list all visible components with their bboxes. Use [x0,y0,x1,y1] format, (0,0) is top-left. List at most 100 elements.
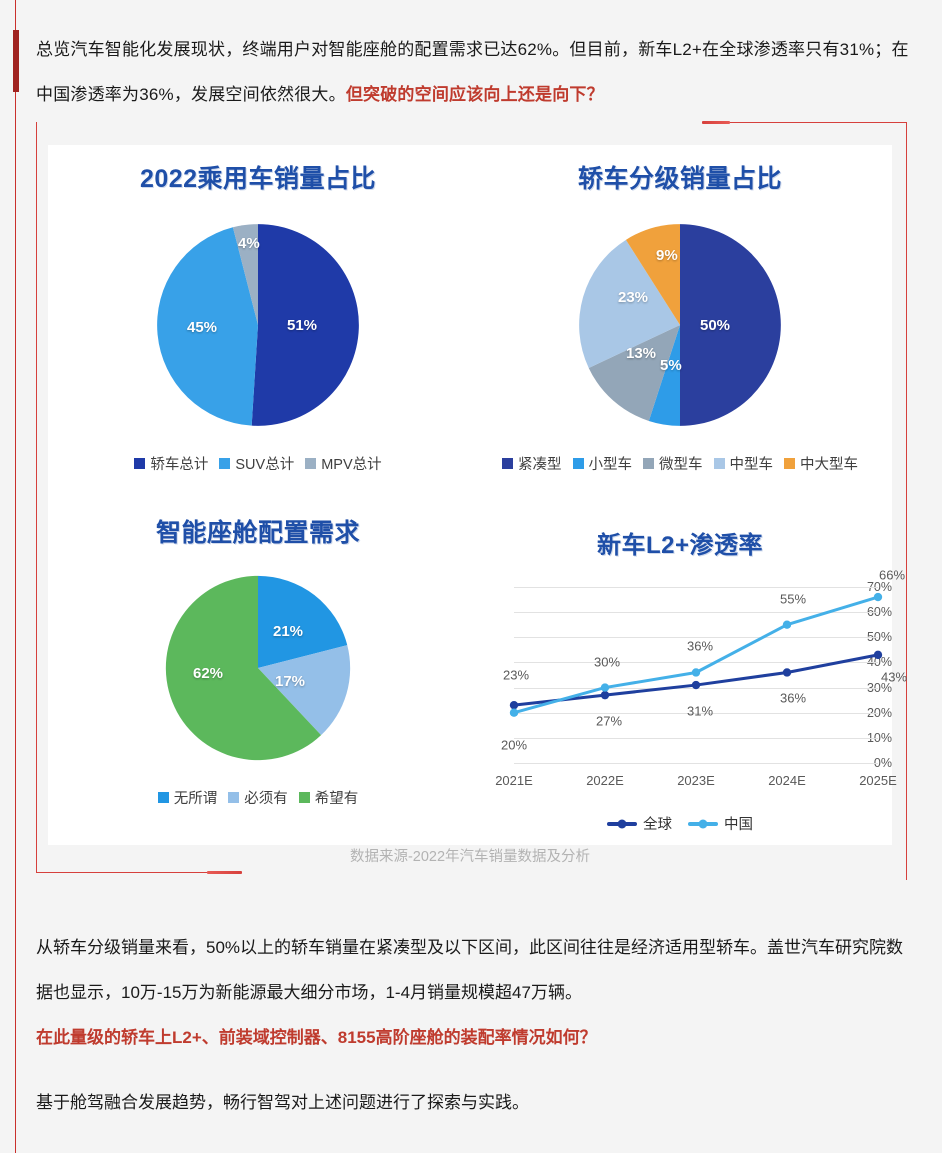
pie-slice [232,224,258,325]
pie-slice [680,224,781,426]
source-caption: 数据来源-2022年汽车销量数据及分析 [349,849,591,865]
series-marker [691,668,701,677]
chart-passenger-vehicle-share: 2022乘用车销量占比 51% 45% 4% 轿车总计 SUV总计 MPV总计 [48,159,468,499]
chart-title: 新车L2+渗透率 [596,532,764,559]
intro-highlight: 但突破的空间应该向上还是向下？ [345,85,604,104]
gridline [514,763,878,764]
legend-label: 小型车 [588,457,633,473]
chart-title: 智能座舱配置需求 [155,519,360,547]
pie-slice [251,224,359,426]
data-point-label: 43% [880,669,908,685]
x-axis-tick-label: 2022E [586,773,624,788]
legend-label: 必须有 [244,791,288,807]
legend-item: 全球 [607,813,672,834]
para2-highlight: 在此量级的轿车上L2+、前装域控制器、8155高阶座舱的装配率情况如何？ [36,1028,597,1047]
legend-item: 中大型车 [784,453,858,474]
series-marker [873,650,883,660]
legend-label: MPV总计 [321,457,382,473]
data-point-label: 20% [500,737,528,753]
data-point-label: 30% [593,654,621,670]
legend-label: 中大型车 [800,457,858,473]
intro-paragraph: 总览汽车智能化发展现状，终端用户对智能座舱的配置需求已达62%。但目前，新车L2… [36,27,916,117]
legend-line-icon [688,821,718,826]
pie-slice [579,239,680,368]
legend-item: 中国 [688,813,753,834]
pie-slice [165,575,322,761]
pie-3: 21% 17% 62% [163,573,353,763]
legend-item: 必须有 [228,787,288,808]
legend-swatch-icon [572,458,584,469]
pie-1-label-0: 51% [287,317,318,334]
legend-swatch-icon [502,458,513,469]
frame-bottom-cap [207,871,242,874]
legend-swatch-icon [134,458,146,469]
series-marker [509,708,519,717]
y-axis-tick-label: 50% [866,630,892,645]
chart-smart-cockpit-demand: 智能座舱配置需求 21% 17% 62% 无所谓 必须有 希望有 [48,513,468,843]
series-marker [600,690,610,700]
y-axis-tick-label: 40% [866,655,892,670]
legend-swatch-icon [643,458,654,469]
data-point-label: 66% [878,567,906,583]
series-marker [782,668,792,677]
pie-slice [625,224,680,325]
body-paragraph-2: 从轿车分级销量来看，50%以上的轿车销量在紧凑型及以下区间，此区间往往是经济适用… [36,925,914,1060]
frame-top-rule [723,122,907,123]
body-paragraph-3: 基于舱驾融合发展趋势，畅行智驾对上述问题进行了探索与实践。 [36,1080,914,1125]
y-axis-tick-label: 0% [873,756,892,770]
legend-item: MPV总计 [305,453,382,474]
pie-slice [648,325,680,426]
pie-2-svg [579,224,781,426]
pie-2-label-1: 5% [660,357,682,374]
para2-text: 从轿车分级销量来看，50%以上的轿车销量在紧凑型及以下区间，此区间往往是经济适用… [36,938,904,1002]
x-axis-tick-label: 2025E [859,773,897,788]
line-chart-legend: 全球 中国 [468,813,892,834]
pie-slice [258,645,351,736]
gridline [514,662,878,664]
pie-2-label-3: 23% [618,289,649,306]
legend-item: SUV总计 [219,453,294,474]
data-point-label: 31% [686,703,714,719]
x-axis-tick-label: 2024E [768,773,806,788]
pie-2-legend: 紧凑型 小型车 微型车 中型车 中大型车 [468,453,892,474]
pie-1: 51% 45% 4% [154,221,362,429]
line-chart-plot: 0% 10% 20% 30% 40% 50% 60% 70% 23% 27% 31% 36% 43% 2… [468,568,907,803]
gridline [514,737,878,739]
legend-label: 希望有 [314,791,359,807]
charts-card: 2022乘用车销量占比 51% 45% 4% 轿车总计 SUV总计 MPV总计 轿车… [48,145,907,845]
pie-1-svg [157,224,359,426]
legend-swatch-icon [298,792,310,803]
legend-swatch-icon [784,458,795,469]
data-point-label: 23% [502,667,530,683]
legend-swatch-icon [219,458,231,469]
pie-1-legend: 轿车总计 SUV总计 MPV总计 [48,453,468,474]
x-axis-tick-label: 2023E [677,773,715,788]
y-axis-tick-label: 70% [866,580,892,594]
legend-item: 希望有 [298,787,359,808]
chart-title: 2022乘用车销量占比 [139,165,377,193]
legend-swatch-icon [305,458,317,469]
legend-label: 中国 [724,817,753,833]
y-axis-tick-label: 30% [866,680,892,695]
pie-3-legend: 无所谓 必须有 希望有 [48,787,468,808]
legend-item: 无所谓 [157,787,218,808]
y-axis-tick-label: 60% [866,605,892,620]
pie-2: 50% 5% 13% 23% 9% [576,221,784,429]
frame-right-rule [906,122,907,880]
legend-item: 小型车 [572,453,633,474]
pie-1-label-2: 4% [238,235,260,252]
legend-item: 轿车总计 [134,453,208,474]
pie-3-svg [165,575,351,761]
legend-label: 中型车 [729,457,774,473]
legend-label: 全球 [643,817,672,833]
pie-slice [258,575,348,668]
pie-3-label-2: 62% [193,665,224,682]
intro-text: 总览汽车智能化发展现状，终端用户对智能座舱的配置需求已达62%。但目前，新车L2… [36,40,909,104]
legend-label: 无所谓 [173,791,218,807]
pie-2-label-0: 50% [700,317,731,334]
frame-bottom-rule [36,872,221,873]
data-point-label: 55% [779,591,807,607]
legend-swatch-icon [713,458,725,469]
gridline [514,637,878,639]
